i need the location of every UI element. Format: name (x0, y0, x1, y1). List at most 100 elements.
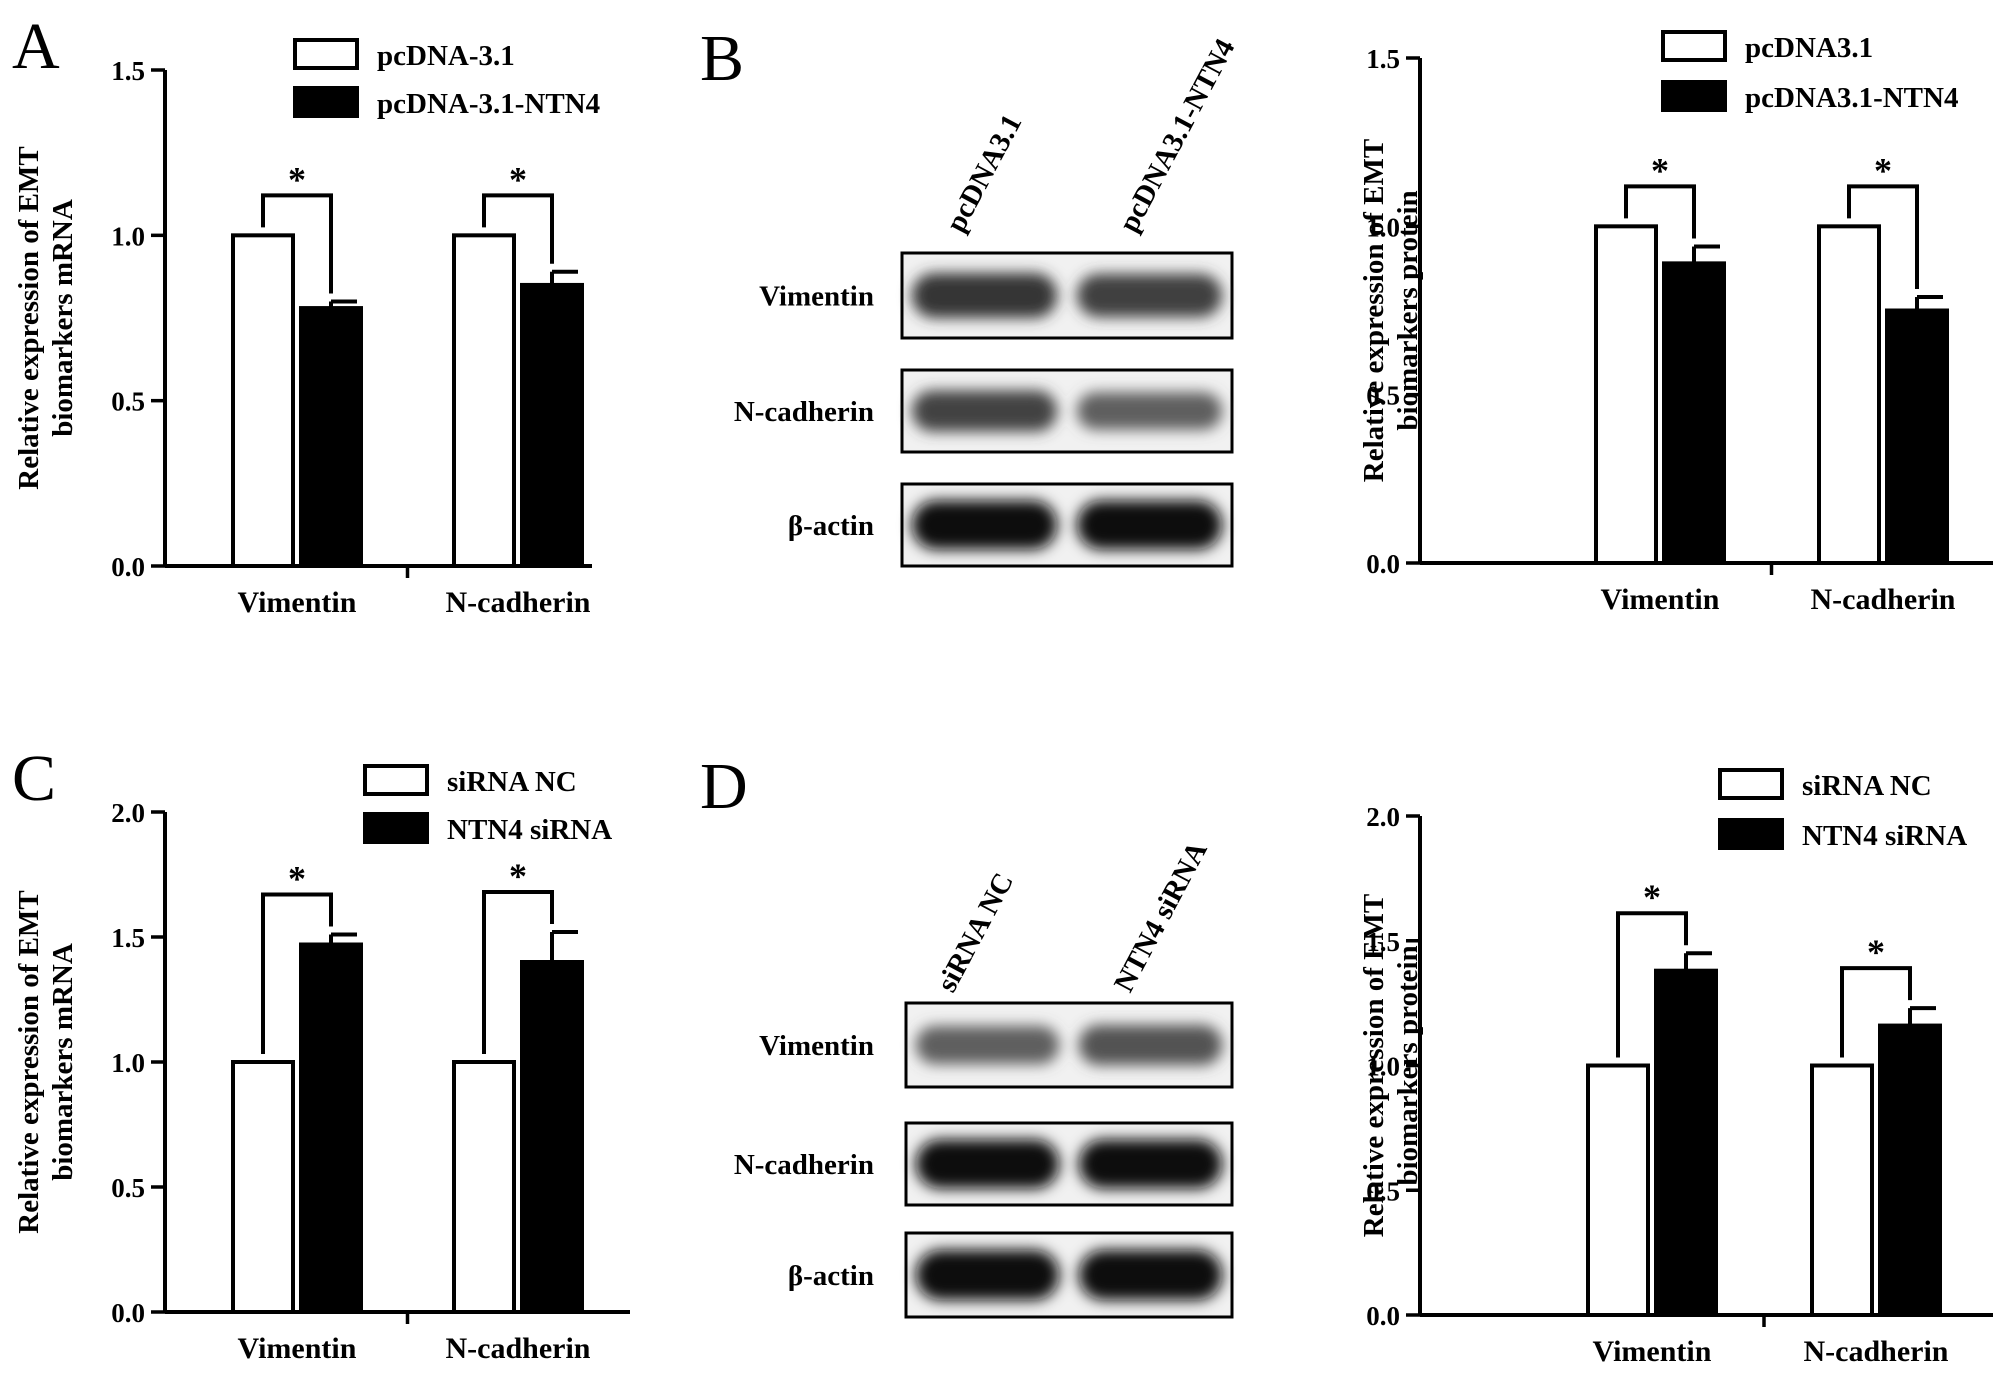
y-tick-label: 1.0 (1366, 1052, 1400, 1082)
blot-band (1078, 1139, 1223, 1189)
blot-band (1078, 1024, 1223, 1066)
blot-row: β-actin (788, 482, 1234, 568)
bar (1586, 1063, 1650, 1317)
blot-row-label: β-actin (788, 510, 874, 542)
blot-band (915, 1249, 1060, 1301)
bar (231, 1060, 295, 1314)
x-category-label: N-cadherin (446, 586, 591, 619)
y-tick-label: 0.0 (1366, 549, 1400, 579)
y-axis-label-line: biomarkers protein (1392, 945, 1424, 1185)
blot-band (911, 390, 1058, 432)
blot-bands (911, 390, 1223, 432)
y-axis-label-line: Relative expression of EMT (1358, 894, 1390, 1237)
blot-row: N-cadherin (734, 368, 1234, 454)
significance-bracket (1616, 911, 1688, 1058)
blot-row: Vimentin (759, 1001, 1234, 1089)
chart-d: 0.0 0.5 1.0 1.5 2.0 Relative expression of EM… (1358, 768, 1993, 1368)
legend-label: NTN4 siRNA (447, 814, 612, 846)
blot-band (915, 1139, 1060, 1189)
legend-label: pcDNA3.1 (1745, 32, 1873, 64)
legend-label: siRNA NC (1802, 770, 1932, 802)
chart-c: 0.0 0.5 1.0 1.5 2.0 Relative expression of EM… (13, 764, 630, 1365)
significance-star: * (509, 856, 527, 896)
y-tick-label: 0.5 (111, 387, 145, 417)
legend-swatch (363, 764, 429, 796)
x-category-label: Vimentin (1601, 583, 1720, 616)
blot-row: β-actin (788, 1231, 1234, 1319)
bar (1662, 261, 1726, 565)
legend-swatch (1718, 818, 1784, 850)
x-category-label: Vimentin (238, 1332, 357, 1365)
bar (452, 1060, 516, 1314)
legend-label: pcDNA-3.1 (377, 40, 515, 72)
y-tick-label: 1.5 (111, 923, 145, 953)
blot-band (911, 500, 1058, 550)
legend-swatch (293, 86, 359, 118)
blot-row: Vimentin (759, 251, 1234, 340)
bar (1817, 224, 1881, 565)
blot-band (911, 272, 1058, 319)
y-tick-label: 1.5 (1366, 44, 1400, 74)
y-axis-label: Relative expression of EMTbiomarkers mRN… (13, 146, 79, 489)
significance-bracket (1624, 184, 1696, 239)
bar (299, 306, 363, 568)
bar (1810, 1063, 1874, 1317)
blot-band (1076, 500, 1223, 550)
y-tick-label: 0.0 (111, 1298, 145, 1328)
blot-b: pcDNA3.1 pcDNA3.1-NTN4 Vimentin N-cadherin β… (734, 34, 1241, 568)
y-axis-label-line: Relative expression of EMT (13, 146, 45, 489)
blot-bands (911, 500, 1223, 550)
y-tick-label: 2.0 (1366, 802, 1400, 832)
bar (231, 233, 295, 568)
chart-a: 0.0 0.5 1.0 1.5 Relative expression of EMTbi… (13, 38, 600, 619)
blots-layer: pcDNA3.1 pcDNA3.1-NTN4 Vimentin N-cadherin β… (734, 34, 1241, 1319)
legend-swatch (363, 812, 429, 844)
y-tick-label: 0.0 (1366, 1301, 1400, 1331)
y-axis-label: Relative expression of EMTbiomarkers mRN… (13, 890, 79, 1233)
x-category-label: N-cadherin (446, 1332, 591, 1365)
y-tick-label: 1.0 (1366, 212, 1400, 242)
y-tick-label: 0.5 (1366, 381, 1400, 411)
panel-letter-d: D (700, 750, 748, 823)
blot-bands (915, 1024, 1223, 1066)
blot-row-label: N-cadherin (734, 1149, 874, 1181)
legend-swatch (1661, 80, 1727, 112)
significance-star: * (1874, 150, 1892, 190)
y-axis-label-line: biomarkers protein (1392, 190, 1424, 430)
lane-label: pcDNA3.1 (940, 109, 1028, 237)
x-category-label: Vimentin (238, 586, 357, 619)
blot-bands (911, 272, 1223, 319)
blot-row-label: N-cadherin (734, 396, 874, 428)
y-axis-label-line: biomarkers mRNA (47, 943, 79, 1181)
x-category-label: N-cadherin (1804, 1335, 1949, 1368)
significance-bracket (261, 193, 333, 294)
lane-label: NTN4 siRNA (1108, 836, 1214, 997)
blot-row-label: Vimentin (759, 1030, 874, 1062)
blot-band (915, 1025, 1060, 1065)
bar (299, 942, 363, 1314)
x-category-label: N-cadherin (1811, 583, 1956, 616)
blot-band (1076, 273, 1223, 318)
lane-label: siRNA NC (931, 868, 1020, 998)
y-axis-label: Relative expression of EMTbiomarkers pro… (1358, 894, 1424, 1237)
significance-bracket (1847, 184, 1919, 290)
panel-letter-a: A (12, 10, 60, 83)
significance-bracket (261, 892, 333, 1054)
y-tick-label: 0.5 (1366, 1176, 1400, 1206)
bar (1594, 224, 1658, 565)
y-tick-label: 2.0 (111, 798, 145, 828)
y-tick-label: 1.0 (111, 1048, 145, 1078)
bar (1654, 968, 1718, 1317)
bar (452, 233, 516, 568)
bar (520, 282, 584, 568)
blot-d: siRNA NC NTN4 siRNA Vimentin N-cadherin β-ac… (734, 836, 1234, 1319)
significance-bracket (482, 193, 554, 264)
significance-star: * (288, 859, 306, 899)
blot-bands (915, 1139, 1223, 1189)
legend-label: siRNA NC (447, 766, 577, 798)
y-tick-label: 1.0 (111, 221, 145, 251)
y-axis-label-line: biomarkers mRNA (47, 199, 79, 437)
significance-star: * (509, 159, 527, 199)
significance-bracket (1840, 966, 1912, 1058)
